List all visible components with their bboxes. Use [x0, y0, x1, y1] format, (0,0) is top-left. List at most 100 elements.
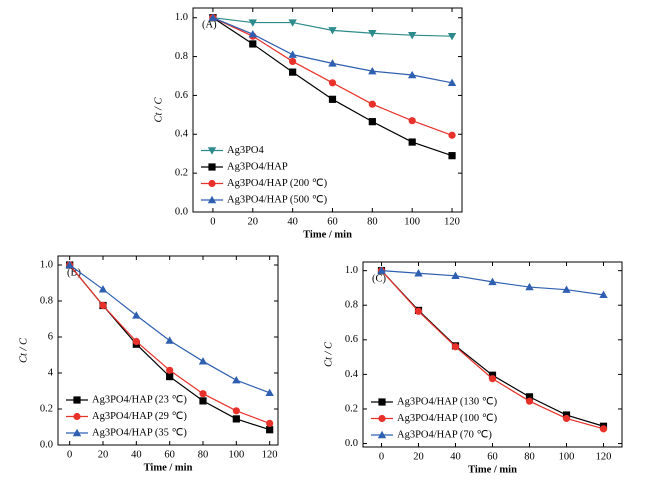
y-tick-label: 0.2	[345, 403, 358, 414]
marker	[378, 414, 386, 423]
legend-label: Ag3PO4	[227, 145, 265, 156]
marker	[525, 397, 534, 405]
marker	[208, 13, 218, 21]
y-axis-label: Ct / C	[18, 337, 29, 363]
marker	[166, 366, 174, 374]
legend-label: Ag3PO4/HAP (29 ℃)	[92, 411, 187, 422]
marker	[407, 32, 417, 40]
y-axis-label: Ct / C	[323, 341, 334, 367]
series-line	[212, 17, 453, 157]
marker	[448, 131, 456, 139]
y-tick-label: 0.0	[175, 206, 188, 217]
marker	[288, 19, 297, 27]
marker	[368, 118, 376, 126]
marker	[328, 95, 337, 103]
y-tick-label: 0.8	[175, 51, 188, 62]
marker	[525, 393, 534, 401]
x-axis-label: Time / min	[144, 462, 193, 473]
y-tick-label: 1.0	[345, 265, 358, 276]
marker	[408, 117, 416, 125]
marker	[451, 343, 460, 351]
marker	[73, 396, 81, 404]
marker	[525, 282, 534, 291]
x-tick-label: 80	[367, 216, 378, 227]
x-tick-label: 60	[487, 451, 498, 462]
y-tick-label: 0.6	[345, 334, 358, 345]
marker	[132, 337, 140, 346]
marker	[248, 19, 257, 27]
y-tick-label: 0.6	[175, 90, 188, 101]
y-tick-label: 0.0	[345, 438, 358, 449]
y-tick-label: 4	[48, 367, 54, 378]
marker	[232, 376, 241, 384]
marker	[328, 59, 337, 67]
marker	[207, 195, 217, 204]
annotation: (C)	[372, 273, 387, 284]
marker	[166, 373, 174, 381]
marker	[288, 50, 297, 58]
x-axis-label: Time / min	[468, 464, 517, 475]
x-tick-label: 20	[98, 449, 109, 460]
x-tick-label: 40	[450, 451, 461, 462]
marker	[414, 269, 423, 277]
marker	[407, 70, 417, 79]
x-tick-label: 60	[164, 449, 175, 460]
x-tick-label: 120	[596, 451, 612, 462]
marker	[249, 40, 257, 48]
marker	[232, 415, 240, 423]
legend-label: Ag3PO4/HAP (200 ℃)	[227, 178, 328, 189]
marker	[447, 32, 457, 41]
x-tick-label: 100	[559, 451, 575, 462]
marker	[165, 336, 174, 344]
marker	[599, 290, 608, 299]
y-tick-label: 0.2	[175, 168, 188, 179]
marker	[451, 271, 460, 280]
marker	[328, 27, 337, 35]
plot-frame	[192, 7, 463, 213]
x-tick-label: 40	[131, 449, 142, 460]
marker	[198, 357, 208, 365]
marker	[368, 66, 377, 75]
marker	[377, 430, 387, 439]
y-axis-label: Ct / C	[153, 96, 164, 122]
legend-label: Ag3PO4/HAP (70 ℃)	[397, 429, 492, 440]
annotation: (B)	[67, 267, 82, 278]
marker	[73, 412, 81, 421]
marker	[562, 285, 571, 293]
marker	[208, 163, 216, 171]
marker	[98, 285, 108, 293]
legend-label: Ag3PO4/HAP (130 ℃)	[397, 396, 498, 407]
x-axis-label: Time / min	[303, 229, 352, 240]
y-tick-label: 0.8	[345, 300, 358, 311]
panel: 0 20 40 60 80 100 120 0.0 0.2 4 6 0.8 1.0 Time / min C…	[18, 255, 279, 473]
marker	[377, 266, 386, 274]
marker	[368, 30, 377, 38]
marker	[265, 388, 274, 396]
marker	[289, 57, 297, 66]
marker	[132, 311, 141, 319]
x-tick-label: 120	[444, 216, 460, 227]
x-tick-label: 60	[327, 216, 338, 227]
marker	[488, 375, 497, 383]
legend-label: Ag3PO4/HAP (23 ℃)	[92, 394, 187, 405]
marker	[199, 397, 207, 405]
marker	[488, 277, 497, 286]
legend-label: Ag3PO4/HAP (35 ℃)	[92, 427, 187, 438]
marker	[562, 414, 571, 423]
panel: 0 20 40 60 80 100 120 0.0 0.2 0.4 0.6 0.8 1.0 Time / …	[323, 261, 623, 475]
marker	[232, 407, 240, 415]
legend-label: Ag3PO4/HAP	[227, 161, 288, 172]
marker	[368, 100, 376, 108]
x-tick-label: 100	[404, 216, 420, 227]
x-tick-label: 80	[524, 451, 535, 462]
marker	[266, 419, 274, 427]
legend-label: Ag3PO4/HAP (500 ℃)	[227, 194, 328, 205]
marker	[266, 426, 274, 434]
x-tick-label: 40	[287, 216, 298, 227]
marker	[208, 179, 216, 188]
marker	[72, 428, 82, 437]
marker	[99, 301, 107, 310]
marker	[448, 152, 456, 160]
y-tick-label: 0.8	[40, 295, 53, 306]
